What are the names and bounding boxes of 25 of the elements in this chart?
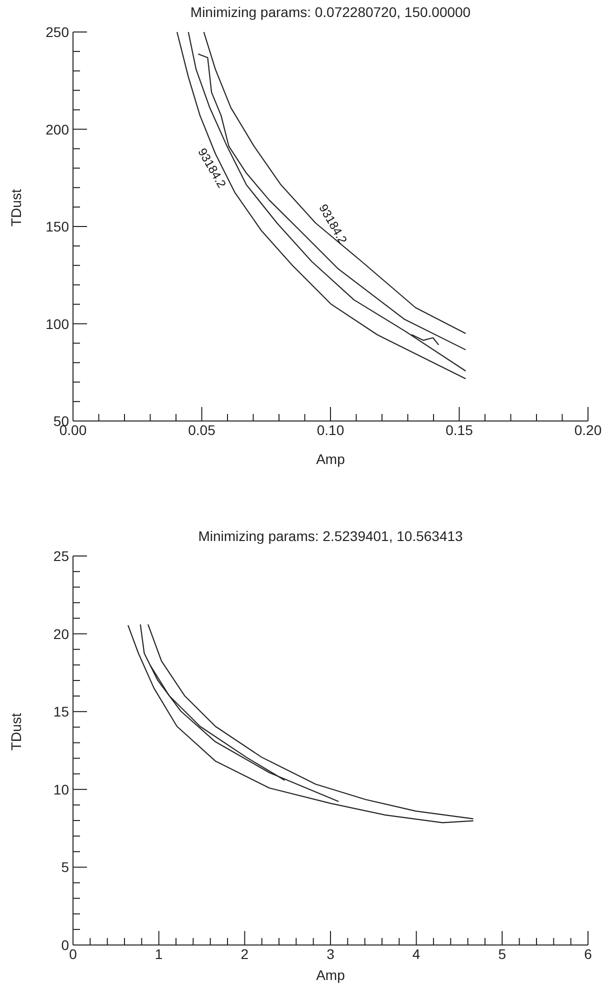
x-tick-label: 6 xyxy=(584,946,592,962)
y-tick-label: 100 xyxy=(46,316,70,332)
y-axis-title: TDust xyxy=(8,713,24,750)
x-axis-title: Amp xyxy=(316,967,346,983)
x-tick-label: 1 xyxy=(154,946,163,962)
chart-title: Minimizing params: 2.5239401, 10.563413 xyxy=(197,528,464,544)
x-tick-label: 0.05 xyxy=(188,422,216,438)
y-tick-label: 15 xyxy=(53,704,70,720)
x-tick-label: 0.20 xyxy=(574,422,602,438)
y-axis-title: TDust xyxy=(8,189,24,226)
x-tick-label: 0.15 xyxy=(446,422,474,438)
x-tick-label: 4 xyxy=(412,946,420,962)
y-tick-label: 20 xyxy=(53,626,70,642)
chart-title: Minimizing params: 0.072280720, 150.00000 xyxy=(189,4,472,20)
x-tick-label: 2 xyxy=(240,946,249,962)
y-tick-label: 5 xyxy=(61,859,70,876)
y-tick-label: 25 xyxy=(53,548,70,564)
x-tick-label: 3 xyxy=(326,946,335,962)
y-tick-label: 250 xyxy=(46,24,70,40)
y-tick-label: 150 xyxy=(46,218,70,234)
x-axis-title: Amp xyxy=(316,451,346,467)
x-tick-label: 0.10 xyxy=(316,422,344,438)
y-tick-label: 10 xyxy=(53,781,70,798)
y-tick-label: 200 xyxy=(46,121,70,138)
x-tick-label: 5 xyxy=(498,946,506,962)
